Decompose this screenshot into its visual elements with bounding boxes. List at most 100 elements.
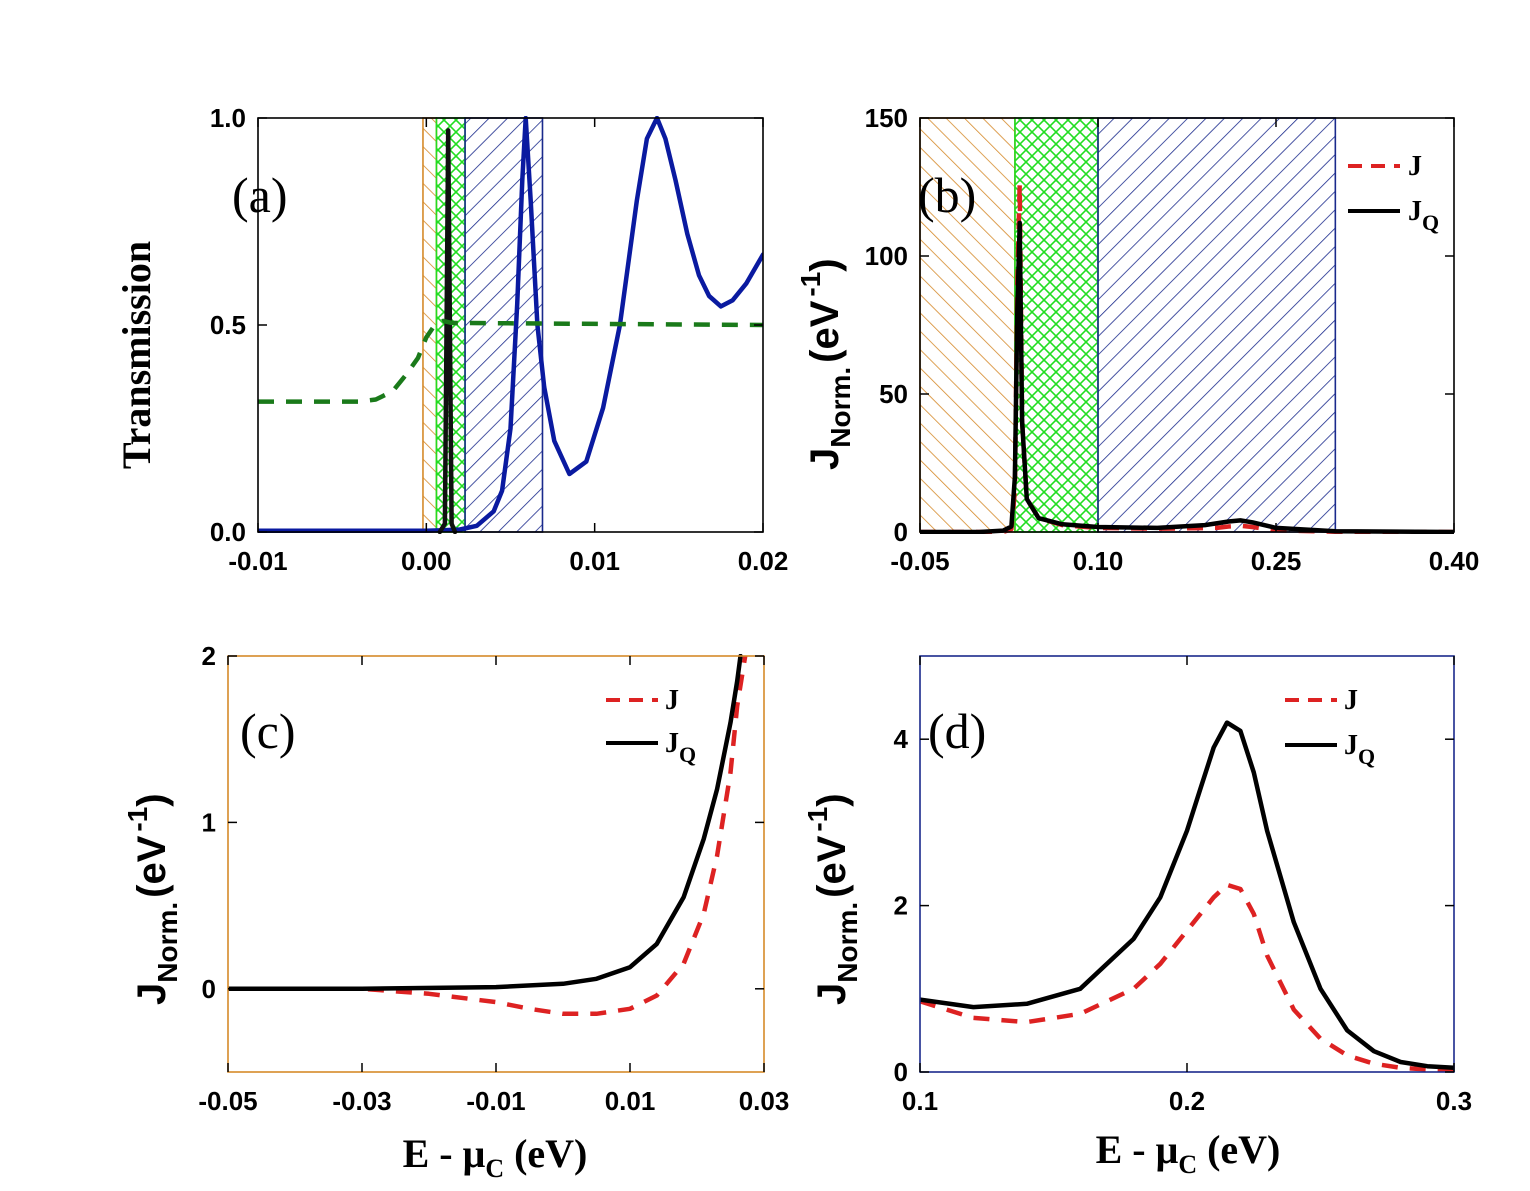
panel-a-y-axis-title: Transmission [114,241,159,469]
panel-a-region-orange-hatch [422,117,438,533]
panel-c-ylabel-sub: Norm. [152,902,183,983]
panel-b-xtick-label: 0.40 [1429,546,1480,576]
panel-b-regions [919,117,1337,533]
panel-a-label: (a) [232,167,288,223]
panel-b-ytick-label: 150 [865,103,908,133]
panel-b-axes-frame [919,117,1455,533]
panel-d-xtick-label: 0.3 [1436,1086,1472,1116]
panel-c-frame [227,655,765,1073]
panel-b-xtick-label: 0.10 [1073,546,1124,576]
panel-a-xtick-label: 0.02 [738,546,789,576]
panel-b-series [920,181,1454,534]
panel-d-xlabel-sub: C [1178,1150,1197,1179]
panel-d-x-axis-title: E - μC (eV) [1096,1127,1281,1179]
panel-d-ylabel-close: ) [810,793,854,806]
panel-b-frame [919,117,1455,533]
panel-d-ytick-label: 4 [894,724,909,754]
panel-b-legend-j-text: J [1408,151,1422,182]
panel-d-ticks: 0.1 0.2 0.3 0 2 4 [894,656,1472,1116]
panel-d-ytick-label: 0 [894,1057,908,1087]
panel-b-ytick-label: 100 [865,241,908,271]
panel-c-series [228,654,748,1017]
panel-a-ticks: -0.01 0.00 0.01 0.02 0.0 0.5 1.0 [210,103,788,576]
panel-c-legend-j-text: J [665,685,679,716]
panel-d-axes-frame [919,655,1455,1073]
panel-b-ylabel-close: ) [803,258,847,271]
panel-d-series-J [920,882,1454,1073]
panel-a-series-transmission [258,116,763,534]
panel-c-legend-jq-text: J [665,728,679,759]
panel-c-series-JQ [228,654,743,992]
panel-c-axes-frame [227,655,765,1073]
panel-c-ticks: -0.05 -0.03 -0.01 0.01 0.03 0 1 2 [198,641,789,1116]
panel-c-ytick-label: 2 [202,641,216,671]
panel-d-ytick-label: 2 [894,891,908,921]
panel-b-ytick-label: 50 [879,379,908,409]
panel-b-legend-j-label: J [1408,151,1422,182]
panel-a-xtick-label: 0.00 [401,546,452,576]
panel-a: -0.01 0.00 0.01 0.02 0.0 0.5 1.0 (a) Transmiss… [114,103,788,576]
panel-b-ticks: -0.05 0.10 0.25 0.40 0 50 100 150 [865,103,1480,576]
panel-c-legend-jq-sub: Q [679,742,696,767]
panel-b-region-green-crosshatch [1014,117,1099,533]
panel-c-xtick-label: -0.03 [332,1086,391,1116]
panel-d-ylabel-main: J [810,983,854,1005]
panel-d-frame [919,655,1455,1073]
panel-c-ytick-label: 0 [202,974,216,1004]
panel-b-ylabel-sub: Norm. [825,367,856,448]
panel-c-xlabel-unit: (eV) [504,1131,587,1176]
panel-d-legend-j-text: J [1344,685,1358,716]
panel-c-xtick-label: 0.03 [739,1086,790,1116]
panel-a-xtick-label: -0.01 [228,546,287,576]
panel-b-ylabel-unit: (eV [803,300,847,363]
panel-c-xtick-label: -0.01 [466,1086,525,1116]
panel-d-legend-jq-sub: Q [1358,744,1375,769]
panel-a-series-sharp-peak [437,128,458,534]
panel-c-legend-j-label: J [665,685,679,716]
panel-d-xlabel-unit: (eV) [1197,1127,1280,1172]
panel-b-ytick-label: 0 [894,517,908,547]
panel-c-ylabel-close: ) [130,793,174,806]
panel-c-legend: J JQ [606,685,696,767]
panel-b-ylabel-sup: -1 [795,272,826,297]
panel-b-xtick-label: -0.05 [890,546,949,576]
panel-b-region-blue-hatch [1097,117,1337,533]
panel-a-series-reference [258,318,763,404]
panel-b-legend-jq-sub: Q [1422,210,1439,235]
panel-d-xlabel-main: E - μ [1096,1127,1179,1172]
panel-d-xtick-label: 0.1 [902,1086,938,1116]
panel-b-legend-jq-label: JQ [1408,196,1439,235]
panel-b-region-orange-hatch [919,117,1016,533]
panel-a-ytick-label: 1.0 [210,103,246,133]
panel-d-ylabel-unit: (eV [810,835,854,898]
panel-d-y-axis-title: JNorm. (eV -1) [802,793,863,1005]
panel-b-legend: J JQ [1348,151,1439,235]
panel-c-xtick-label: -0.05 [198,1086,257,1116]
panel-d-legend-jq-label: JQ [1344,730,1375,769]
panel-d-legend-j-label: J [1344,685,1358,716]
panel-a-xtick-label: 0.01 [569,546,620,576]
panel-c-xtick-label: 0.01 [605,1086,656,1116]
panel-c-x-axis-title: E - μC (eV) [403,1131,588,1183]
panel-c-xlabel-sub: C [485,1154,504,1183]
panel-c-label: (c) [240,703,296,759]
panel-c-y-axis-title: JNorm. (eV -1) [122,793,183,1005]
panel-d-ylabel-sub: Norm. [832,902,863,983]
panel-c-xlabel-main: E - μ [403,1131,486,1176]
panel-d-legend-jq-text: J [1344,730,1358,761]
panel-d-label: (d) [928,703,986,759]
panel-b-legend-jq-text: J [1408,196,1422,227]
panel-d-xtick-label: 0.2 [1169,1086,1205,1116]
panel-a-series [258,116,763,534]
panel-d-series [920,720,1454,1073]
panel-d-ylabel-sup: -1 [802,807,833,832]
panel-c-ytick-label: 1 [202,807,216,837]
panel-b-label: (b) [918,167,976,223]
panel-b-ylabel-main: J [803,448,847,470]
panel-c-ylabel-main: J [130,983,174,1005]
panel-a-ytick-label: 0.0 [210,517,246,547]
